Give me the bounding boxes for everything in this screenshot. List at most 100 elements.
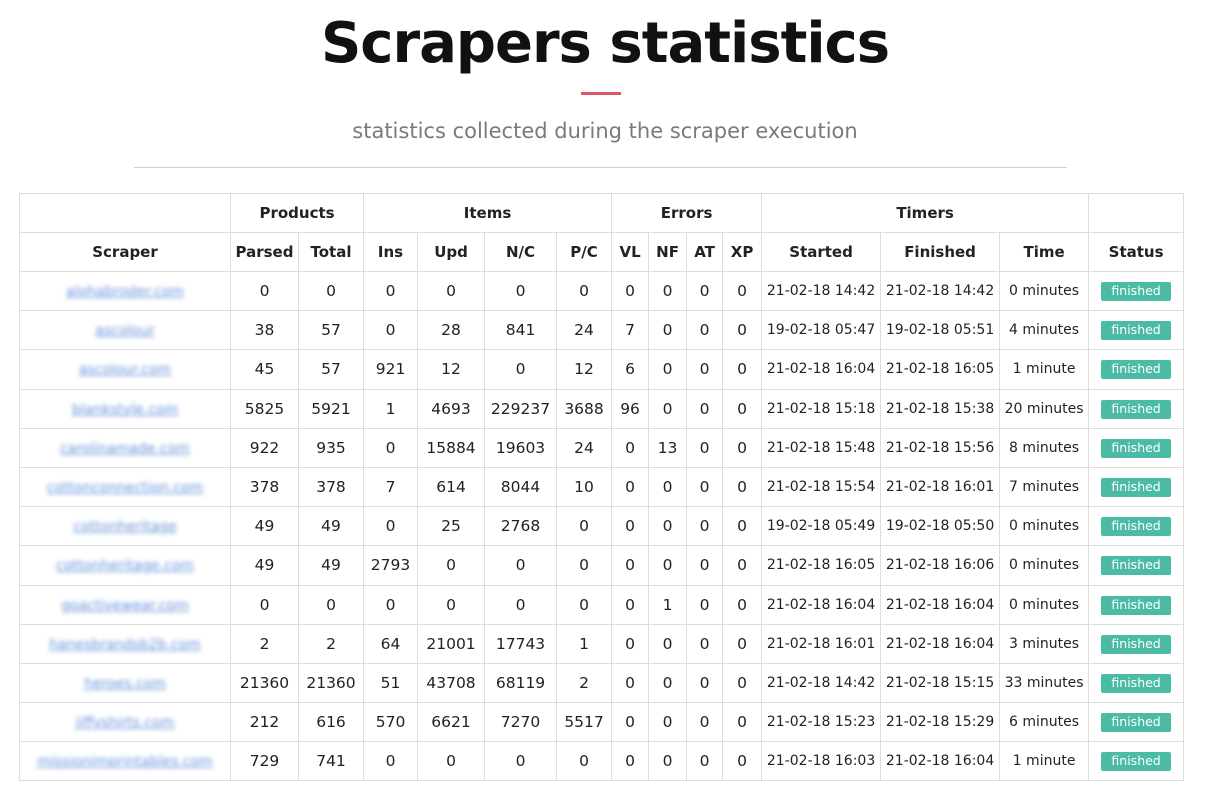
- status-badge: finished: [1101, 478, 1171, 498]
- total-cell: 49: [297, 545, 365, 586]
- at-cell: 0: [686, 662, 724, 704]
- vl-cell: 0: [611, 623, 650, 664]
- total-cell: 21360: [297, 662, 365, 704]
- scraper-cell: heroes.com: [19, 662, 231, 704]
- pc-cell: 24: [556, 310, 613, 351]
- at-cell: 0: [686, 310, 724, 351]
- ins-cell: 0: [363, 506, 419, 547]
- status-badge: finished: [1101, 282, 1171, 302]
- parsed-cell: 21360: [230, 662, 299, 704]
- pc-cell: 12: [556, 349, 613, 390]
- scraper-link[interactable]: blankstyle.com: [71, 401, 179, 418]
- finished-cell: 21-02-18 16:04: [880, 584, 1001, 625]
- scraper-link[interactable]: alohabroder.com: [66, 284, 184, 301]
- table-row: hanesbrandsb2b.com 2 2 64 21001 17743 1 0 0 0 0 21-…: [19, 623, 1185, 664]
- at-cell: 0: [686, 584, 724, 625]
- status-cell: finished: [1088, 545, 1185, 586]
- col-header-status: Status: [1088, 232, 1185, 272]
- nf-cell: 0: [648, 506, 688, 547]
- group-header-row: Products Items Errors Timers: [19, 193, 1185, 233]
- scraper-link[interactable]: goactivewear.com: [61, 597, 189, 614]
- total-cell: 935: [297, 427, 365, 468]
- at-cell: 0: [686, 349, 724, 390]
- status-cell: finished: [1088, 741, 1185, 782]
- parsed-cell: 0: [230, 584, 299, 625]
- time-cell: 20 minutes: [999, 388, 1090, 429]
- finished-cell: 21-02-18 16:04: [880, 623, 1001, 664]
- status-cell: finished: [1088, 702, 1185, 743]
- total-cell: 49: [297, 506, 365, 547]
- scraper-cell: cottonconnection.com: [19, 466, 231, 508]
- scraper-link[interactable]: jiffyshirts.com: [75, 715, 175, 732]
- scraper-link[interactable]: hanesbrandsb2b.com: [49, 636, 201, 653]
- col-header-xp: XP: [722, 232, 763, 272]
- nc-cell: 0: [484, 270, 558, 312]
- time-cell: 7 minutes: [999, 466, 1090, 508]
- time-cell: 3 minutes: [999, 623, 1090, 664]
- nc-cell: 2768: [484, 506, 558, 547]
- upd-cell: 21001: [417, 623, 486, 664]
- scraper-link[interactable]: carolinamade.com: [60, 440, 190, 457]
- upd-cell: 6621: [417, 702, 486, 743]
- scraper-link[interactable]: cottonheritage: [73, 519, 177, 536]
- at-cell: 0: [686, 623, 724, 664]
- ins-cell: 570: [363, 702, 419, 743]
- parsed-cell: 922: [230, 427, 299, 468]
- nf-cell: 0: [648, 623, 688, 664]
- xp-cell: 0: [722, 506, 763, 547]
- col-header-nc: N/C: [484, 232, 558, 272]
- total-cell: 616: [297, 702, 365, 743]
- col-header-time: Time: [999, 232, 1090, 272]
- scraper-link[interactable]: cottonheritage.com: [56, 558, 194, 575]
- table-row: missionimprintables.com 729 741 0 0 0 0 0 0 0 0 21-…: [19, 741, 1185, 782]
- page-title: Scrapers statistics: [320, 11, 890, 76]
- ins-cell: 64: [363, 623, 419, 664]
- table-row: blankstyle.com 5825 5921 1 4693 229237 3688 96 0…: [19, 388, 1185, 429]
- status-badge: finished: [1101, 321, 1171, 341]
- table-row: cottonconnection.com 378 378 7 614 8044 10 0 0 0 0…: [19, 466, 1185, 508]
- col-header-total: Total: [297, 232, 365, 272]
- col-header-scraper: Scraper: [19, 232, 231, 272]
- started-cell: 19-02-18 05:49: [761, 506, 882, 547]
- status-badge: finished: [1101, 752, 1171, 772]
- scraper-link[interactable]: ascolour: [95, 323, 155, 340]
- title-accent-line: [581, 92, 621, 95]
- nf-cell: 0: [648, 662, 688, 704]
- vl-cell: 7: [611, 310, 650, 351]
- time-cell: 33 minutes: [999, 662, 1090, 704]
- scraper-link[interactable]: missionimprintables.com: [37, 754, 213, 771]
- at-cell: 0: [686, 741, 724, 782]
- scraper-cell: carolinamade.com: [19, 427, 231, 468]
- ins-cell: 0: [363, 584, 419, 625]
- scraper-link[interactable]: ascolour.com: [78, 362, 172, 379]
- upd-cell: 614: [417, 466, 486, 508]
- finished-cell: 21-02-18 16:01: [880, 466, 1001, 508]
- total-cell: 0: [297, 270, 365, 312]
- pc-cell: 2: [556, 662, 613, 704]
- pc-cell: 0: [556, 270, 613, 312]
- started-cell: 21-02-18 15:23: [761, 702, 882, 743]
- status-cell: finished: [1088, 662, 1185, 704]
- status-badge: finished: [1101, 438, 1171, 458]
- xp-cell: 0: [722, 584, 763, 625]
- scraper-link[interactable]: heroes.com: [84, 675, 166, 692]
- parsed-cell: 45: [230, 349, 299, 390]
- scraper-link[interactable]: cottonconnection.com: [46, 480, 204, 497]
- started-cell: 21-02-18 16:04: [761, 584, 882, 625]
- nf-cell: 13: [648, 427, 688, 468]
- nf-cell: 1: [648, 584, 688, 625]
- scraper-cell: hanesbrandsb2b.com: [19, 623, 231, 664]
- parsed-cell: 212: [230, 702, 299, 743]
- column-header-row: Scraper Parsed Total Ins Upd N/C P/C VL …: [19, 232, 1185, 272]
- vl-cell: 0: [611, 506, 650, 547]
- nc-cell: 7270: [484, 702, 558, 743]
- scraper-cell: jiffyshirts.com: [19, 702, 231, 743]
- xp-cell: 0: [722, 545, 763, 586]
- finished-cell: 21-02-18 15:15: [880, 662, 1001, 704]
- nf-cell: 0: [648, 388, 688, 429]
- pc-cell: 24: [556, 427, 613, 468]
- group-header-timers: Timers: [761, 193, 1090, 233]
- nc-cell: 229237: [484, 388, 558, 429]
- xp-cell: 0: [722, 427, 763, 468]
- status-badge: finished: [1101, 556, 1171, 576]
